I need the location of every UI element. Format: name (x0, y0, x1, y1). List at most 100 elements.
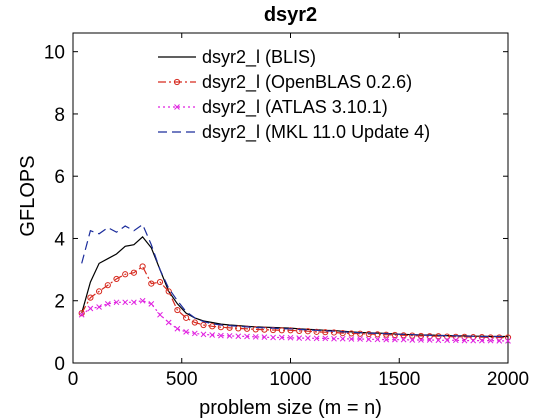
data-point (470, 334, 477, 341)
data-point (174, 306, 181, 314)
data-point (113, 275, 120, 283)
data-point (209, 332, 216, 338)
data-point-stroke (165, 319, 172, 326)
data-point-stroke (322, 335, 329, 342)
data-point (417, 332, 425, 340)
data-point (435, 337, 442, 344)
data-point (304, 328, 311, 335)
data-point-stroke (426, 337, 433, 343)
data-point-stroke (452, 337, 459, 344)
data-point (348, 330, 355, 337)
data-point-stroke (104, 300, 111, 307)
data-point (305, 335, 311, 341)
data-point-stroke (357, 336, 363, 342)
data-point (496, 338, 503, 344)
legend-label-0: dsyr2_l (BLIS) (202, 47, 316, 68)
data-point (104, 282, 111, 289)
data-point-stroke (496, 338, 503, 344)
data-point (296, 335, 303, 341)
data-point-stroke (305, 335, 311, 341)
legend: dsyr2_l (BLIS) dsyr2_l (OpenBLAS 0.2.6) ds… (158, 47, 430, 143)
data-point (400, 332, 407, 339)
data-point (96, 304, 102, 310)
plot-area: 0 500 1000 1500 2000 0 2 4 6 8 10 (44, 32, 529, 390)
legend-marker (174, 104, 180, 110)
data-point-stroke (479, 337, 485, 344)
data-point (409, 332, 416, 339)
x-tick-label: 0 (68, 369, 79, 390)
data-point (392, 336, 398, 343)
data-point (218, 332, 224, 339)
data-point (348, 336, 355, 342)
data-point-stroke (505, 338, 511, 344)
data-point (357, 330, 364, 337)
legend-label-3: dsyr2_l (MKL 11.0 Update 4) (202, 122, 430, 143)
data-point (96, 288, 103, 295)
data-point-stroke (270, 334, 276, 341)
data-point-stroke (331, 335, 337, 342)
data-point (452, 333, 459, 340)
chart-title: dsyr2 (264, 4, 317, 26)
data-point (139, 263, 146, 270)
legend-marker (173, 78, 181, 86)
data-point (383, 331, 390, 338)
data-point (252, 333, 259, 340)
data-point (244, 333, 250, 340)
data-point (461, 337, 468, 344)
data-point (426, 333, 433, 340)
data-point (487, 337, 494, 344)
data-point (287, 327, 294, 334)
data-point-stroke (131, 299, 137, 306)
y-tick-label: 8 (54, 105, 65, 126)
y-axis-label: GFLOPS (17, 155, 39, 236)
data-point (87, 305, 94, 312)
data-point (191, 330, 198, 337)
data-point (496, 334, 503, 341)
data-point (505, 338, 511, 344)
data-point-stroke (78, 311, 85, 318)
y-tick-label: 2 (54, 292, 65, 313)
data-point-stroke (339, 335, 346, 342)
series-line-2 (81, 300, 508, 342)
data-point (461, 333, 468, 340)
y-tick-label: 6 (54, 167, 65, 188)
data-point (383, 336, 390, 343)
data-point (165, 288, 172, 295)
data-point-stroke (383, 336, 390, 343)
data-point-stroke (87, 305, 94, 312)
data-point (200, 321, 207, 329)
data-point-stroke (409, 337, 416, 343)
data-point-stroke (278, 334, 285, 341)
data-point (357, 336, 363, 342)
data-point (339, 330, 346, 337)
x-tick-label: 1000 (269, 369, 311, 390)
data-point (435, 333, 442, 340)
data-point-stroke (348, 336, 355, 342)
data-point-stroke (470, 337, 477, 344)
data-point (78, 310, 85, 317)
data-point (374, 336, 381, 343)
data-point (296, 327, 303, 335)
data-point-stroke (461, 337, 468, 344)
data-point-stroke (444, 337, 450, 344)
data-point (113, 299, 120, 306)
data-point (374, 331, 381, 338)
data-point (122, 299, 129, 306)
data-point (209, 323, 216, 330)
data-point (104, 300, 111, 307)
data-point-stroke (96, 304, 102, 310)
data-point-stroke (113, 299, 120, 306)
data-point (391, 331, 398, 339)
data-point (313, 335, 320, 342)
data-point (330, 329, 338, 336)
data-point (287, 334, 294, 341)
data-point (148, 300, 155, 307)
data-point (157, 311, 163, 318)
data-point-stroke (200, 331, 207, 338)
data-point-stroke (157, 311, 163, 318)
data-point (478, 334, 485, 341)
data-point (183, 314, 190, 321)
data-point-stroke (148, 300, 155, 307)
data-point (270, 326, 277, 334)
